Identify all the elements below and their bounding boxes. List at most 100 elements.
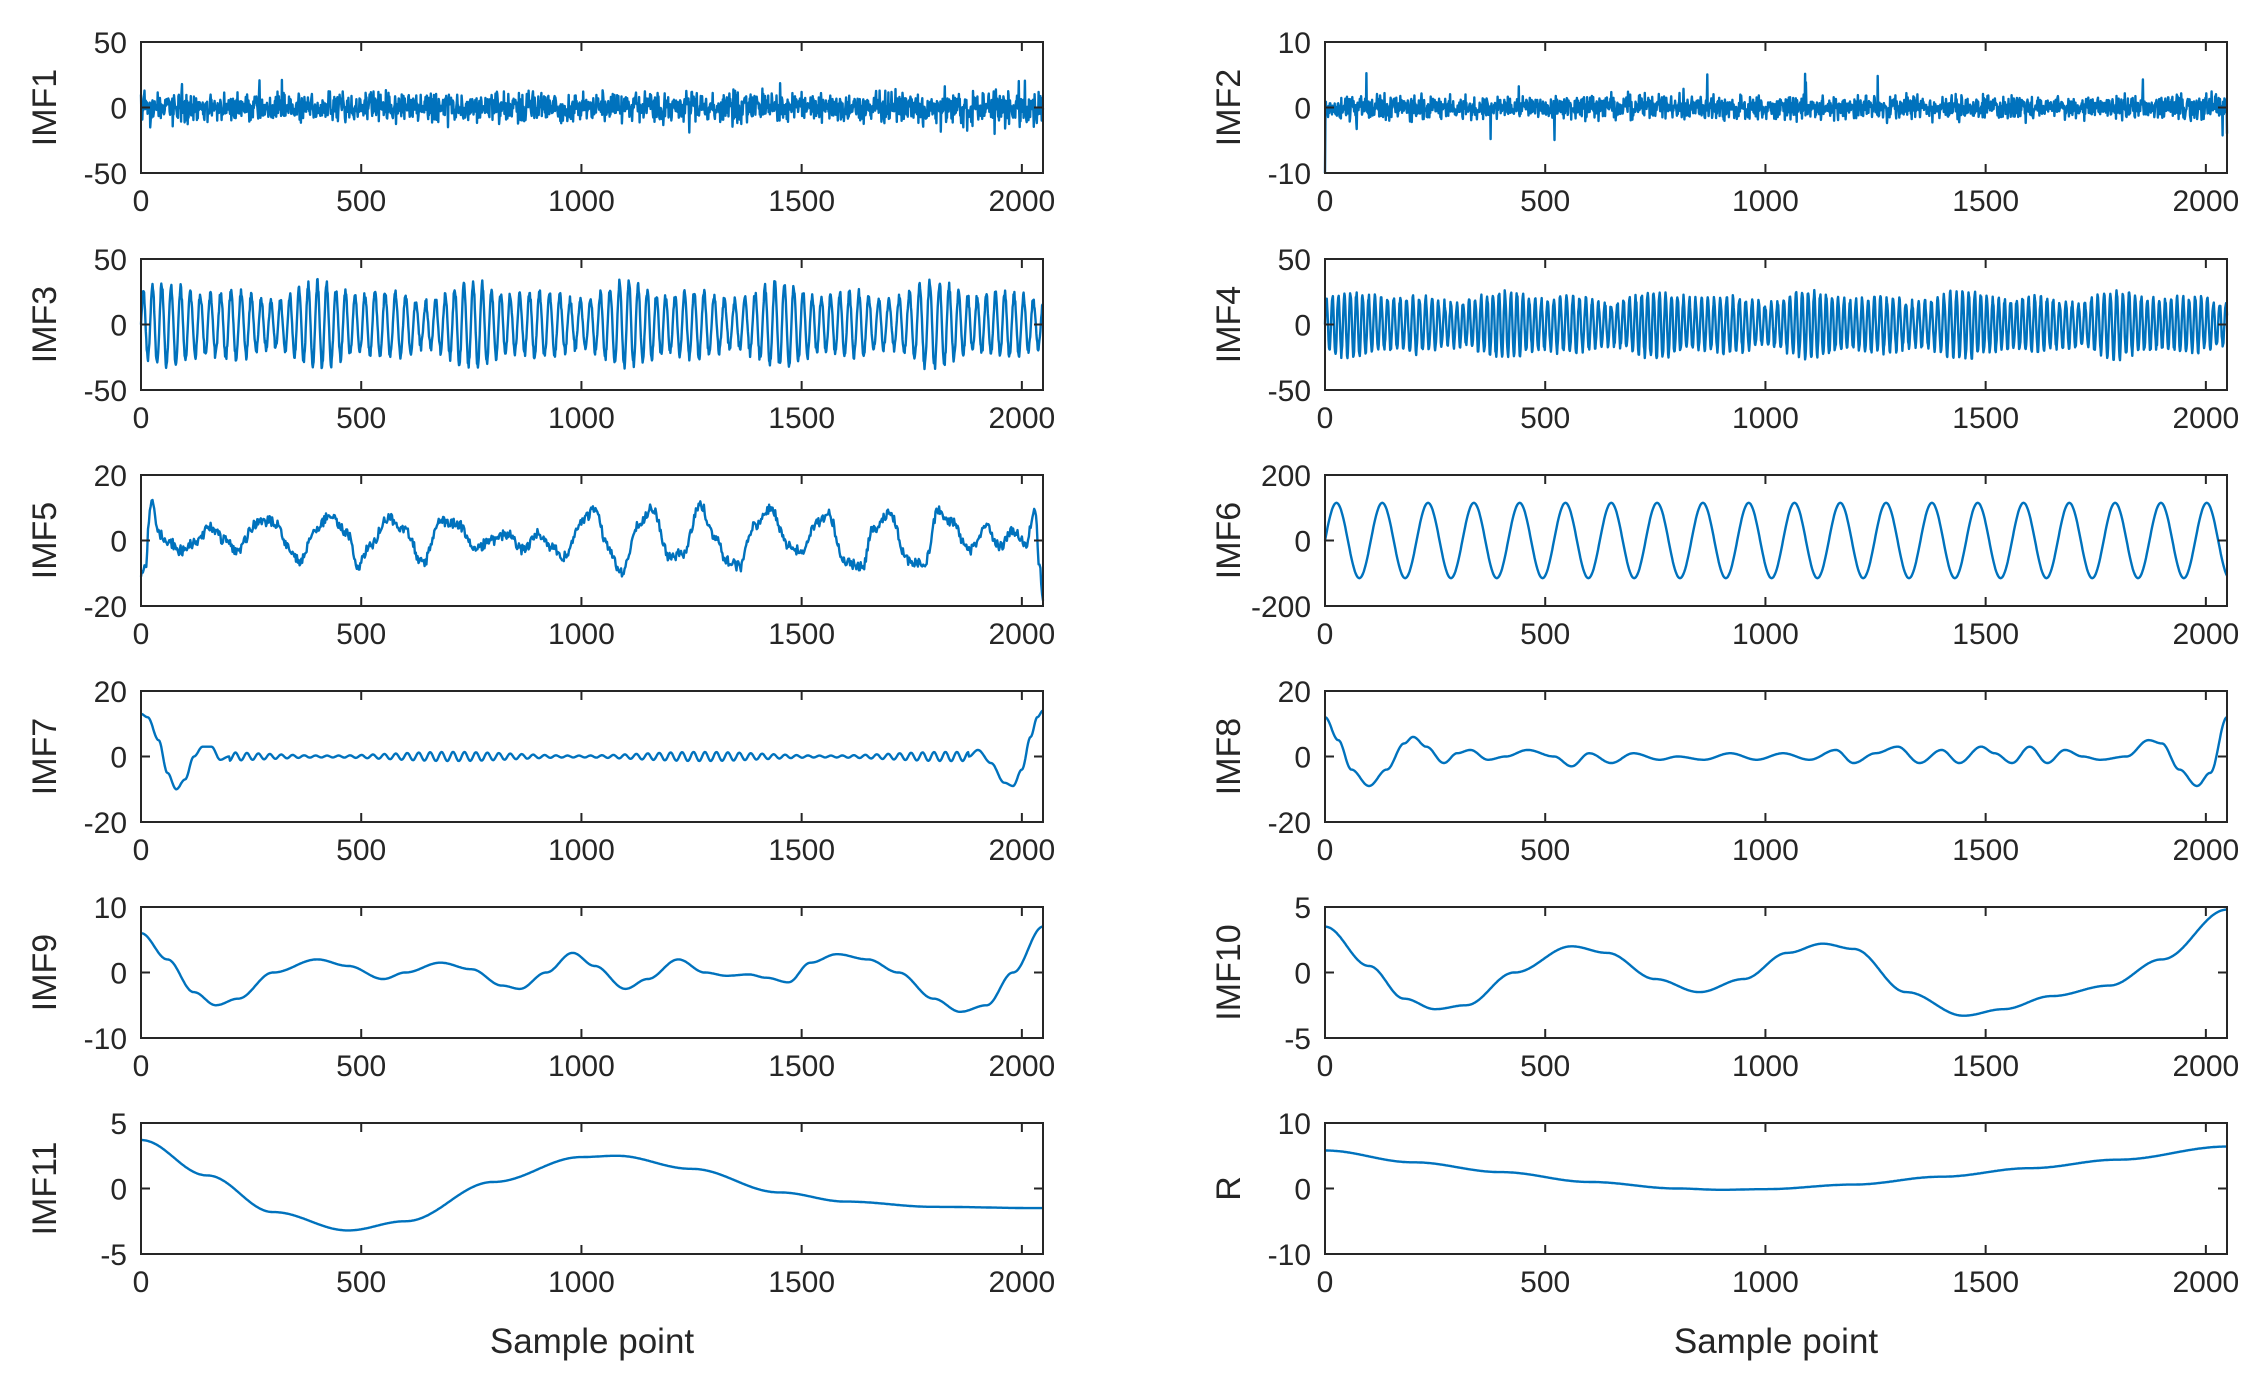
x-tick-label: 1500 bbox=[1952, 1050, 2019, 1083]
x-tick-label: 0 bbox=[133, 402, 150, 435]
x-tick-label: 500 bbox=[1520, 834, 1570, 867]
y-tick-label: -50 bbox=[1268, 375, 1311, 408]
x-tick-label: 2000 bbox=[2172, 618, 2239, 651]
x-tick-label: 1500 bbox=[768, 834, 835, 867]
x-tick-label: 1500 bbox=[768, 1266, 835, 1299]
y-axis-label: IMF3 bbox=[26, 286, 64, 363]
x-tick-label: 2000 bbox=[2172, 1050, 2239, 1083]
x-tick-label: 1000 bbox=[548, 618, 615, 651]
x-tick-label: 2000 bbox=[988, 185, 1055, 218]
x-tick-label: 1000 bbox=[548, 834, 615, 867]
x-axis-label: Sample point bbox=[1674, 1322, 1879, 1361]
series-line-imf10 bbox=[1324, 908, 2228, 1017]
y-tick-label: 50 bbox=[94, 27, 127, 60]
x-tick-label: 2000 bbox=[2172, 402, 2239, 435]
y-tick-label: 200 bbox=[1261, 460, 1311, 493]
x-tick-label: 0 bbox=[1317, 185, 1334, 218]
x-tick-label: 2000 bbox=[988, 618, 1055, 651]
x-tick-label: 1000 bbox=[548, 402, 615, 435]
y-tick-label: 0 bbox=[1294, 1174, 1311, 1207]
y-tick-label: -20 bbox=[1268, 807, 1311, 840]
x-tick-label: 1000 bbox=[1732, 1050, 1799, 1083]
y-tick-label: 0 bbox=[110, 1174, 127, 1207]
y-tick-label: -5 bbox=[1284, 1023, 1311, 1056]
y-tick-label: -20 bbox=[84, 807, 127, 840]
series-line-r bbox=[1324, 1145, 2228, 1191]
x-tick-label: 1000 bbox=[1732, 185, 1799, 218]
x-tick-label: 1500 bbox=[768, 185, 835, 218]
y-tick-label: 20 bbox=[94, 676, 127, 709]
x-tick-label: 2000 bbox=[988, 1266, 1055, 1299]
y-tick-label: 50 bbox=[94, 244, 127, 277]
axes-box bbox=[140, 1122, 1044, 1255]
x-tick-label: 500 bbox=[336, 185, 386, 218]
x-tick-label: 0 bbox=[1317, 402, 1334, 435]
x-tick-label: 2000 bbox=[2172, 834, 2239, 867]
y-tick-label: -5 bbox=[100, 1239, 127, 1272]
x-tick-label: 1000 bbox=[548, 1050, 615, 1083]
series-line-imf4 bbox=[1323, 288, 2229, 362]
axes-box bbox=[1324, 690, 2228, 823]
x-tick-label: 0 bbox=[1317, 1266, 1334, 1299]
x-tick-label: 0 bbox=[133, 618, 150, 651]
x-tick-label: 1500 bbox=[768, 618, 835, 651]
x-tick-label: 1500 bbox=[1952, 185, 2019, 218]
x-tick-label: 500 bbox=[336, 402, 386, 435]
x-tick-label: 1000 bbox=[1732, 1266, 1799, 1299]
x-tick-label: 2000 bbox=[2172, 1266, 2239, 1299]
x-tick-label: 0 bbox=[133, 1266, 150, 1299]
y-tick-label: 10 bbox=[1278, 27, 1311, 60]
x-tick-label: 500 bbox=[1520, 1266, 1570, 1299]
x-tick-label: 500 bbox=[1520, 618, 1570, 651]
x-tick-label: 500 bbox=[336, 834, 386, 867]
x-tick-label: 500 bbox=[1520, 402, 1570, 435]
x-tick-label: 500 bbox=[1520, 1050, 1570, 1083]
x-tick-label: 2000 bbox=[988, 1050, 1055, 1083]
x-tick-label: 2000 bbox=[988, 402, 1055, 435]
y-tick-label: -20 bbox=[84, 591, 127, 624]
y-tick-label: -10 bbox=[1268, 1239, 1311, 1272]
y-axis-label: IMF7 bbox=[26, 718, 64, 795]
x-tick-label: 2000 bbox=[2172, 185, 2239, 218]
x-tick-label: 500 bbox=[336, 1266, 386, 1299]
y-axis-label: IMF8 bbox=[1210, 718, 1248, 795]
y-tick-label: 0 bbox=[110, 526, 127, 559]
x-tick-label: 0 bbox=[133, 1050, 150, 1083]
y-tick-label: 20 bbox=[94, 460, 127, 493]
y-tick-label: 10 bbox=[94, 892, 127, 925]
x-tick-label: 1500 bbox=[768, 1050, 835, 1083]
series-line-imf5 bbox=[139, 498, 1045, 601]
y-tick-label: -200 bbox=[1251, 591, 1311, 624]
axes-box bbox=[1324, 474, 2228, 607]
y-tick-label: -10 bbox=[1268, 158, 1311, 191]
x-tick-label: 1000 bbox=[1732, 402, 1799, 435]
x-tick-label: 0 bbox=[133, 834, 150, 867]
axes-box bbox=[1324, 906, 2228, 1039]
y-axis-label: IMF9 bbox=[26, 934, 64, 1011]
y-tick-label: 0 bbox=[1294, 958, 1311, 991]
y-axis-label: IMF4 bbox=[1210, 286, 1248, 363]
y-axis-label: IMF2 bbox=[1210, 69, 1248, 146]
y-tick-label: 5 bbox=[110, 1108, 127, 1141]
x-tick-label: 1500 bbox=[1952, 834, 2019, 867]
y-tick-label: 0 bbox=[110, 310, 127, 343]
x-tick-label: 1000 bbox=[1732, 618, 1799, 651]
series-line-imf1 bbox=[139, 78, 1045, 136]
y-tick-label: 10 bbox=[1278, 1108, 1311, 1141]
y-tick-label: 0 bbox=[1294, 526, 1311, 559]
y-axis-label: R bbox=[1210, 1176, 1248, 1201]
y-tick-label: 50 bbox=[1278, 244, 1311, 277]
y-axis-label: IMF10 bbox=[1210, 924, 1248, 1020]
